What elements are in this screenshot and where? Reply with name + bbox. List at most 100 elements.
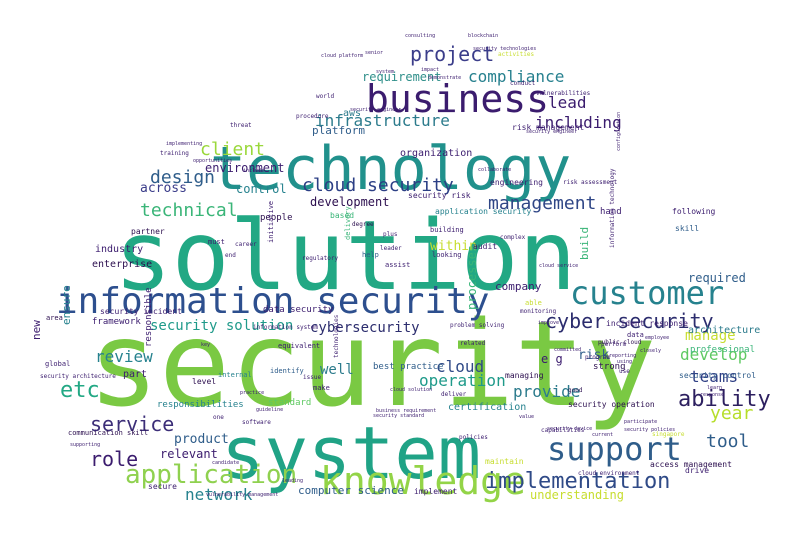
cloud-word: following bbox=[672, 207, 716, 217]
cloud-word: role bbox=[90, 446, 139, 471]
cloud-word: issue bbox=[303, 374, 322, 382]
cloud-word: best practice bbox=[373, 361, 444, 372]
cloud-word: audit bbox=[473, 242, 498, 252]
cloud-word: develop bbox=[680, 344, 748, 364]
cloud-word: part bbox=[123, 368, 148, 380]
cloud-word: management bbox=[488, 193, 597, 215]
cloud-word: service bbox=[90, 411, 175, 436]
cloud-word: closely bbox=[640, 347, 662, 354]
cloud-word: candidate bbox=[212, 459, 240, 466]
cloud-word: strong bbox=[593, 361, 626, 372]
cloud-word: level bbox=[192, 377, 217, 387]
cloud-word: demonstrate bbox=[428, 74, 462, 81]
cloud-word: degree bbox=[352, 221, 374, 229]
cloud-word: participate bbox=[624, 418, 658, 425]
cloud-word: practice bbox=[240, 389, 265, 396]
cloud-word: security solution bbox=[150, 317, 294, 334]
cloud-word: access management bbox=[650, 460, 732, 470]
cloud-word: certification bbox=[448, 401, 527, 413]
cloud-word: understanding bbox=[530, 488, 624, 503]
cloud-word: network bbox=[185, 484, 253, 504]
cloud-word: related bbox=[460, 340, 486, 348]
cloud-word: required bbox=[688, 271, 746, 286]
cloud-word: technical bbox=[140, 200, 238, 222]
cloud-word: software bbox=[242, 419, 271, 427]
cloud-word: incident response bbox=[606, 319, 688, 329]
cloud-word: across bbox=[140, 181, 187, 197]
cloud-word: area bbox=[46, 314, 63, 323]
cloud-word: platform bbox=[312, 123, 365, 137]
cloud-word: learn bbox=[707, 384, 723, 391]
cloud-word: career bbox=[235, 241, 257, 249]
cloud-word: perform bbox=[601, 341, 627, 349]
cloud-word: e g bbox=[541, 352, 563, 367]
cloud-word: technology bbox=[210, 133, 572, 204]
cloud-word: responsible bbox=[144, 287, 154, 347]
cloud-word: response bbox=[700, 391, 725, 398]
cloud-word: solution bbox=[114, 200, 577, 313]
cloud-word: training bbox=[160, 150, 189, 158]
cloud-word: cybersecurity bbox=[310, 319, 420, 336]
cloud-word: security engineer bbox=[350, 106, 402, 113]
cloud-word: include bbox=[243, 167, 265, 174]
cloud-word: implementation bbox=[485, 468, 671, 494]
cloud-word: help bbox=[362, 251, 379, 260]
cloud-word: cloud security bbox=[302, 175, 454, 197]
cloud-word: opportunities bbox=[193, 157, 233, 164]
cloud-word: singapore bbox=[652, 431, 685, 439]
cloud-word: senior bbox=[365, 49, 384, 56]
cloud-word: teams bbox=[690, 366, 739, 386]
cloud-word: configuration bbox=[616, 111, 622, 151]
cloud-word: deliver bbox=[441, 391, 467, 399]
cloud-word: risk management bbox=[512, 123, 585, 133]
cloud-word: enterprise bbox=[92, 258, 153, 270]
cloud-word: business bbox=[366, 76, 550, 121]
cloud-word: good bbox=[568, 387, 583, 395]
cloud-word: aws bbox=[343, 107, 362, 119]
cloud-word: initiative bbox=[267, 200, 275, 243]
cloud-word: security risk bbox=[408, 191, 471, 201]
cloud-word: security engineer bbox=[526, 128, 578, 135]
cloud-word: consulting bbox=[405, 32, 436, 39]
cloud-word: relevant bbox=[160, 447, 218, 462]
cloud-word: identify bbox=[270, 367, 304, 376]
cloud-word: system bbox=[221, 410, 482, 495]
cloud-word: cloud environment bbox=[578, 470, 640, 478]
cloud-word: within bbox=[430, 239, 477, 255]
cloud-word: security bbox=[88, 295, 657, 434]
cloud-word: use bbox=[619, 368, 630, 376]
cloud-word: security standard bbox=[373, 412, 425, 419]
cloud-word: technologies bbox=[333, 314, 340, 358]
cloud-word: standard bbox=[268, 397, 312, 408]
cloud-word: architecture bbox=[688, 324, 761, 336]
cloud-word: building bbox=[430, 226, 464, 235]
cloud-word: implement bbox=[414, 487, 458, 497]
cloud-word: cyber security bbox=[545, 308, 714, 333]
cloud-word: tool bbox=[706, 431, 750, 453]
cloud-word: maintain bbox=[485, 457, 524, 467]
cloud-word: complex bbox=[500, 234, 526, 242]
cloud-word: conduct bbox=[510, 80, 536, 88]
cloud-word: security control bbox=[679, 371, 757, 381]
cloud-word: employee bbox=[645, 334, 670, 341]
cloud-word: regulatory bbox=[302, 255, 339, 263]
cloud-word: world bbox=[316, 93, 335, 101]
cloud-word: application security bbox=[435, 207, 532, 217]
cloud-word: hand bbox=[600, 206, 622, 217]
cloud-word: leader bbox=[380, 245, 402, 253]
cloud-word: problem solving bbox=[450, 322, 505, 330]
cloud-word: information technology bbox=[609, 168, 616, 248]
cloud-word: security device bbox=[547, 425, 593, 432]
cloud-word: company bbox=[495, 279, 542, 293]
cloud-word: knowledge bbox=[320, 458, 526, 503]
cloud-word: monitoring bbox=[520, 308, 557, 316]
cloud-word: lead bbox=[548, 92, 587, 112]
cloud-word: based bbox=[330, 211, 355, 221]
cloud-word: end bbox=[225, 252, 236, 260]
cloud-word: able bbox=[525, 299, 542, 308]
cloud-word: well bbox=[320, 361, 354, 378]
cloud-word: blockchain bbox=[468, 32, 499, 39]
cloud-word: looking bbox=[432, 251, 462, 260]
cloud-word: etc bbox=[60, 377, 100, 403]
